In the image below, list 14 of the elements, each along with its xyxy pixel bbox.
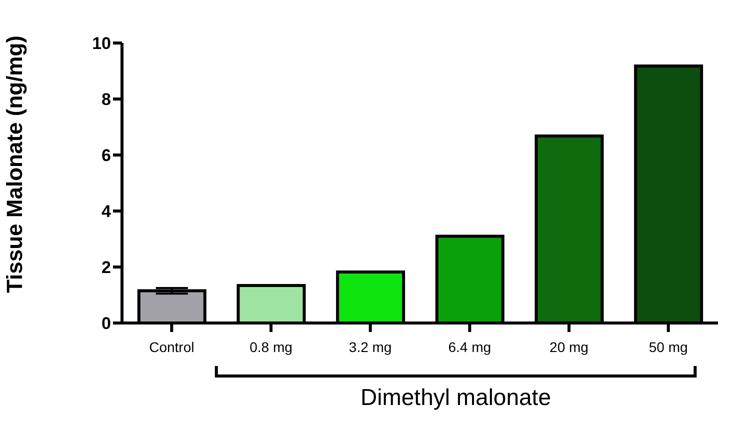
y-tick-label: 0 [102,314,111,334]
x-tick-label: 20 mg [550,338,588,355]
x-tick-label: Control [149,338,194,355]
x-tick-label: 0.8 mg [250,338,292,355]
y-tick-label: 6 [102,146,111,166]
x-axis-title: Dimethyl malonate [360,384,551,410]
x-tick-label: 3.2 mg [348,338,392,355]
y-tick-label: 8 [102,90,111,110]
y-tick-label: 10 [92,34,111,54]
y-tick-label: 2 [102,258,111,278]
x-tick-label: 50 mg [648,338,688,355]
y-axis-title: Tissue Malonate (ng/mg) [2,35,27,293]
y-tick-label: 4 [102,202,112,222]
x-tick-label: 6.4 mg [448,338,492,355]
